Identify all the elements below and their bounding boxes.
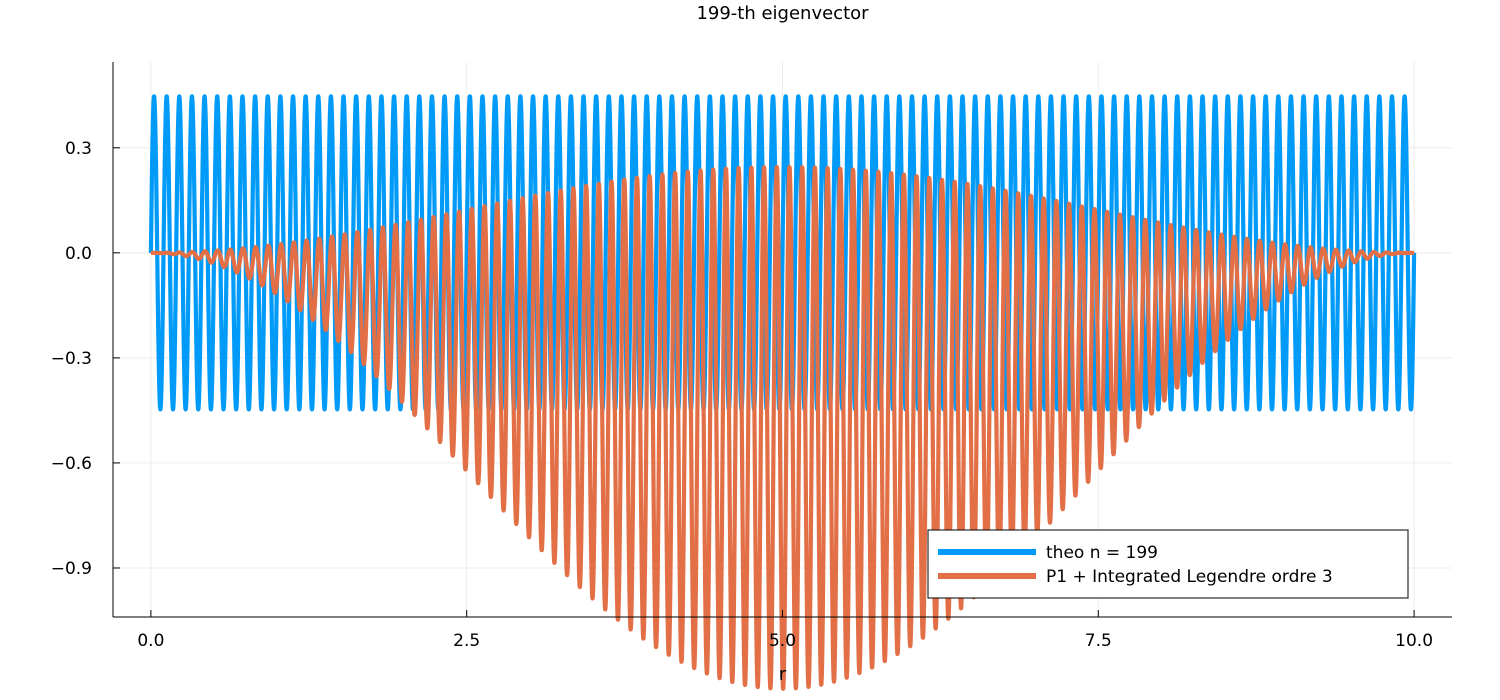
y-tick-label-2: −0.3 [51,349,92,369]
series-layer [148,94,1417,691]
y-tick-label-4: 0.3 [65,139,92,159]
chart-title: 199-th eigenvector [696,3,869,24]
x-tick-label-2: 5.0 [769,631,796,651]
x-tick-label-4: 10.0 [1395,631,1433,651]
x-tick-label-0: 0.0 [137,631,164,651]
x-tick-label-3: 7.5 [1085,631,1112,651]
legend-box [927,529,1409,599]
x-axis-label: r [779,664,787,685]
series-line-p1 [148,165,1417,691]
y-tick-label-3: 0.0 [65,244,92,264]
y-tick-label-0: −0.9 [51,559,92,579]
legend: theo n = 199 P1 + Integrated Legendre or… [927,529,1409,599]
x-tick-label-1: 2.5 [453,631,480,651]
legend-label-p1: P1 + Integrated Legendre ordre 3 [1046,567,1333,587]
x-ticks: 0.0 2.5 5.0 7.5 10.0 [137,610,1433,651]
legend-label-theo: theo n = 199 [1046,543,1158,563]
series-line-theo [148,94,1417,412]
y-tick-label-1: −0.6 [51,454,92,474]
y-ticks: −0.9 −0.6 −0.3 0.0 0.3 [51,139,120,579]
